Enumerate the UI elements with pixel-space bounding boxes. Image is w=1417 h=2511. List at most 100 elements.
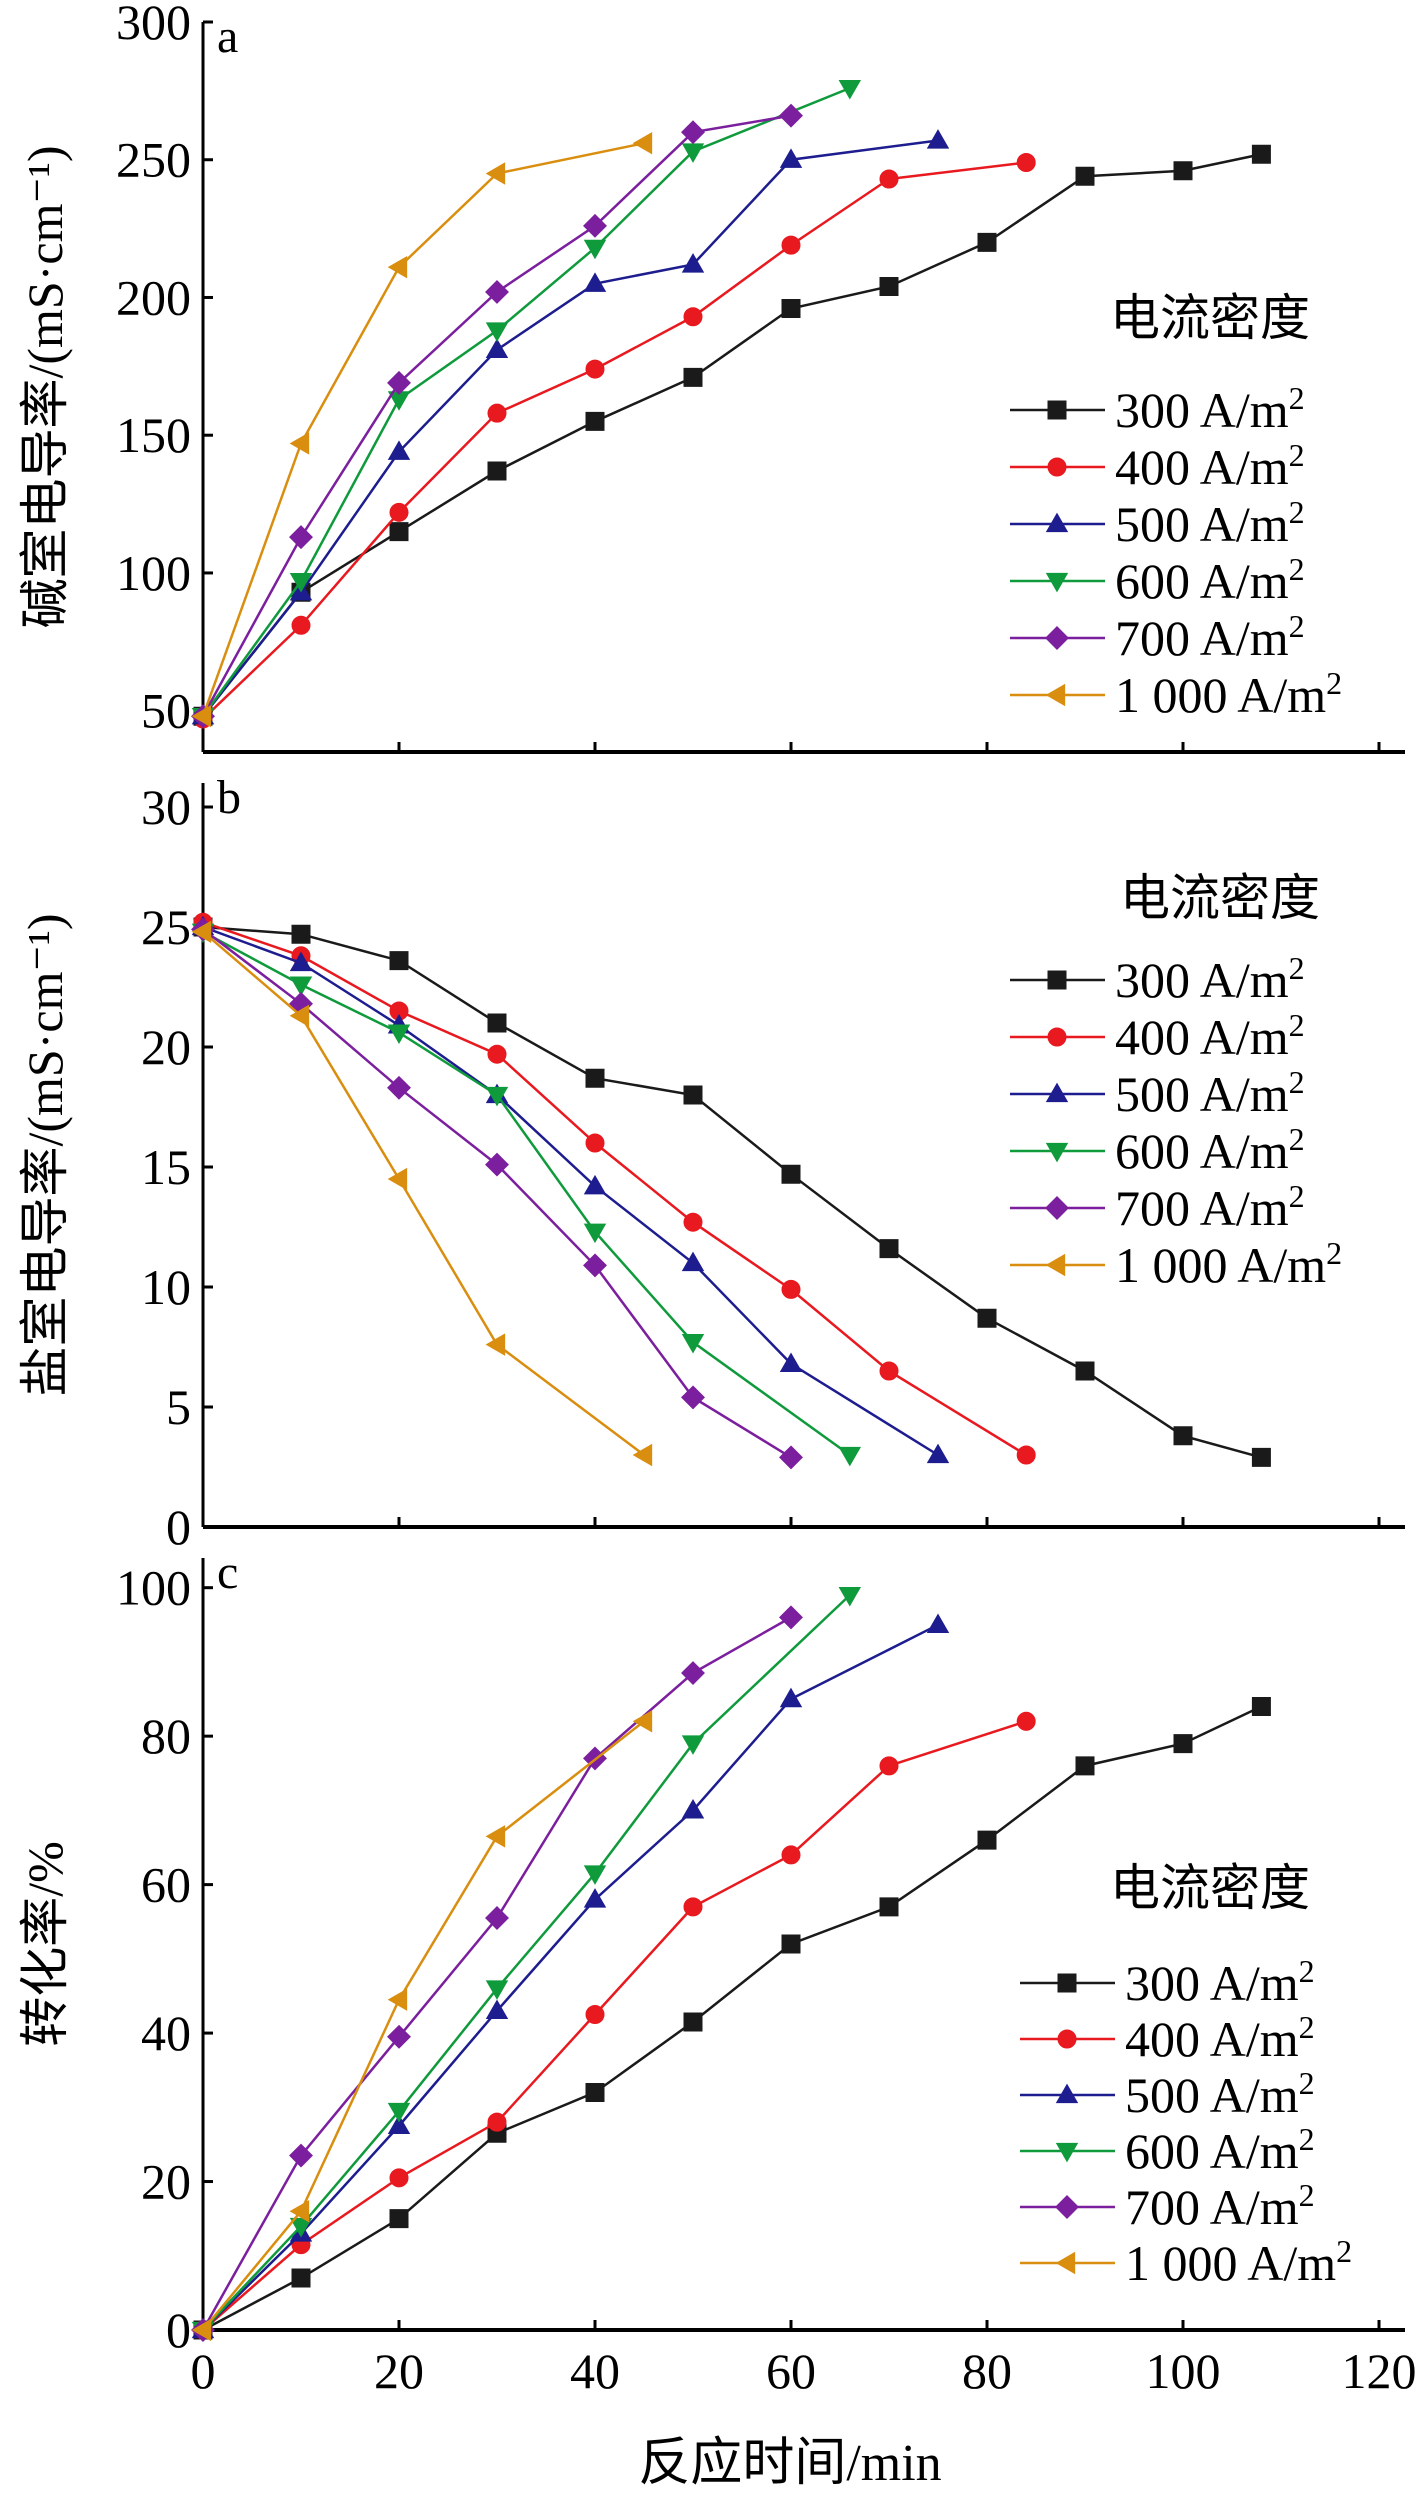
legend-marker bbox=[1045, 626, 1069, 650]
legend-unit-exponent: 2 bbox=[1336, 2233, 1352, 2269]
legend-unit-exponent: 2 bbox=[1326, 1235, 1342, 1271]
data-point bbox=[977, 232, 997, 252]
legend-unit-exponent: 2 bbox=[1289, 1121, 1305, 1157]
data-point bbox=[779, 1445, 803, 1470]
data-point bbox=[1016, 152, 1036, 172]
y-axis-title: 碱室电导率/(mS·cm⁻¹) bbox=[17, 145, 73, 628]
data-point bbox=[191, 920, 212, 944]
data-point bbox=[781, 1845, 801, 1865]
data-point bbox=[583, 1888, 607, 1908]
y-tick-label: 100 bbox=[116, 1560, 191, 1616]
y-axis-title: 转化率/% bbox=[17, 1841, 73, 2047]
data-point bbox=[632, 131, 653, 155]
legend-marker bbox=[1047, 1027, 1067, 1047]
legend-label: 600 A/m2 bbox=[1125, 2121, 1315, 2179]
y-tick-label: 50 bbox=[141, 683, 191, 739]
legend-marker bbox=[1045, 683, 1066, 707]
data-point bbox=[1251, 144, 1271, 164]
data-point bbox=[485, 1152, 509, 1177]
legend-label: 1 000 A/m2 bbox=[1125, 2233, 1352, 2291]
legend-unit-exponent: 2 bbox=[1289, 1007, 1305, 1043]
data-point bbox=[681, 1735, 705, 1755]
data-point bbox=[681, 253, 705, 273]
series-line bbox=[202, 161, 1027, 720]
legend-marker bbox=[1055, 2142, 1079, 2163]
x-tick-label: 0 bbox=[191, 2343, 216, 2399]
data-point bbox=[681, 1251, 705, 1272]
y-tick-label: 15 bbox=[141, 1139, 191, 1195]
series-line bbox=[202, 921, 1027, 1457]
legend-label: 400 A/m2 bbox=[1115, 437, 1305, 495]
legend-label: 300 A/m2 bbox=[1125, 1953, 1315, 2011]
data-point bbox=[1075, 1756, 1095, 1776]
legend-unit-exponent: 2 bbox=[1299, 2177, 1315, 2213]
y-tick-label: 5 bbox=[166, 1379, 191, 1435]
data-point bbox=[1173, 1734, 1193, 1754]
data-point bbox=[387, 255, 408, 279]
series-line bbox=[202, 139, 939, 717]
data-point bbox=[583, 1223, 607, 1244]
legend-label: 400 A/m2 bbox=[1115, 1007, 1305, 1065]
series-line bbox=[202, 925, 939, 1457]
y-tick-label: 60 bbox=[141, 1857, 191, 1913]
legend-unit-exponent: 2 bbox=[1289, 608, 1305, 644]
data-point bbox=[389, 1001, 409, 1021]
panel-label: c bbox=[217, 1546, 238, 1599]
data-point bbox=[1173, 161, 1193, 181]
data-point bbox=[387, 2024, 411, 2049]
data-point bbox=[485, 322, 509, 342]
legend-label: 700 A/m2 bbox=[1115, 608, 1305, 666]
data-point bbox=[485, 1980, 509, 2000]
data-point bbox=[487, 1044, 507, 1064]
data-point bbox=[1016, 1445, 1036, 1465]
data-point bbox=[485, 1906, 509, 1930]
y-tick-label: 0 bbox=[166, 2302, 191, 2358]
data-point bbox=[585, 2082, 605, 2102]
data-point bbox=[632, 1710, 653, 1733]
data-point bbox=[387, 440, 411, 460]
legend-title: 电流密度 bbox=[1110, 1860, 1310, 1916]
data-point bbox=[485, 1086, 509, 1107]
y-tick-label: 40 bbox=[141, 2005, 191, 2061]
data-point bbox=[838, 1446, 862, 1467]
legend-unit-exponent: 2 bbox=[1299, 2065, 1315, 2101]
data-point bbox=[291, 2268, 311, 2288]
data-point bbox=[1016, 1711, 1036, 1731]
data-point bbox=[583, 1253, 607, 1278]
data-point bbox=[879, 276, 899, 296]
data-point bbox=[585, 411, 605, 431]
legend-marker bbox=[1047, 970, 1067, 990]
y-tick-label: 150 bbox=[116, 407, 191, 463]
legend-label: 700 A/m2 bbox=[1115, 1178, 1305, 1236]
x-tick-label: 20 bbox=[374, 2343, 424, 2399]
data-point bbox=[781, 1934, 801, 1954]
data-point bbox=[977, 1308, 997, 1328]
series-line bbox=[202, 1705, 1262, 2332]
data-point bbox=[289, 573, 313, 593]
data-point bbox=[191, 704, 212, 728]
data-point bbox=[879, 1361, 899, 1381]
y-tick-label: 250 bbox=[116, 132, 191, 188]
data-point bbox=[389, 2209, 409, 2229]
data-point bbox=[485, 1825, 506, 1848]
legend-unit-exponent: 2 bbox=[1326, 665, 1342, 701]
x-tick-label: 120 bbox=[1342, 2343, 1417, 2399]
data-point bbox=[387, 2102, 411, 2123]
legend-label: 300 A/m2 bbox=[1115, 380, 1305, 438]
data-point bbox=[289, 2200, 310, 2223]
data-point bbox=[387, 1075, 411, 1100]
legend-marker bbox=[1057, 2029, 1077, 2049]
data-point bbox=[926, 1613, 950, 1633]
data-point bbox=[681, 1661, 705, 1686]
data-point bbox=[879, 1756, 899, 1776]
legend-label: 500 A/m2 bbox=[1125, 2065, 1315, 2123]
data-point bbox=[681, 1799, 705, 1819]
data-point bbox=[485, 280, 509, 304]
series-line bbox=[202, 925, 1262, 1459]
data-point bbox=[583, 1865, 607, 1885]
data-point bbox=[1251, 1696, 1271, 1716]
data-point bbox=[289, 525, 313, 550]
data-point bbox=[291, 615, 311, 635]
data-point bbox=[1075, 1361, 1095, 1381]
